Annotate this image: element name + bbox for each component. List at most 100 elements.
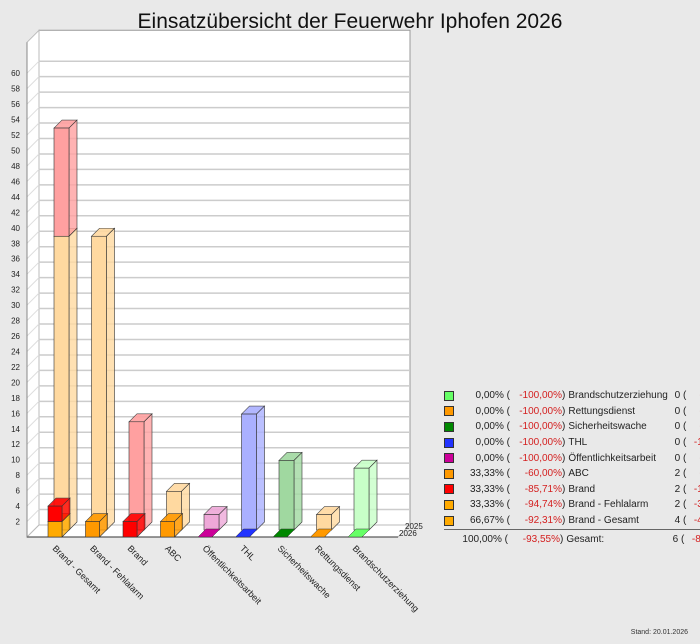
legend-count-diff: -2 [686, 406, 700, 417]
bar-2025 [316, 514, 332, 531]
y-tick-label: 26 [11, 332, 20, 341]
legend-count-diff: -3 [686, 468, 700, 479]
bar-2025 [91, 235, 107, 531]
legend-percent: 0,00% ( [475, 421, 510, 433]
legend-swatch-icon [444, 499, 454, 510]
paren: ) [562, 452, 566, 464]
y-tick-label: 28 [11, 317, 20, 326]
bar-2025-side [293, 451, 303, 531]
bar-2025-side [143, 413, 153, 531]
x-tick-label: ABC [163, 543, 184, 564]
y-tick-label: 10 [11, 456, 20, 465]
y-tick-label: 44 [11, 193, 20, 202]
legend-count-diff: -48 [693, 515, 700, 527]
bar-2025-brand-part-side [68, 119, 78, 237]
legend-percent-diff: -85,71% [524, 483, 562, 495]
y-tick-label: 48 [11, 162, 20, 171]
legend-count-diff: -12 [693, 483, 700, 495]
legend-swatch-icon [444, 468, 454, 479]
legend-label: Öffentlichkeitsarbeit [568, 452, 656, 464]
bar-2025 [203, 514, 220, 531]
legend-percent-diff: -93,55% [522, 533, 560, 545]
legend-swatch-icon [444, 515, 454, 526]
paren: ) [562, 437, 566, 449]
legend-count: 2 ( [674, 468, 687, 480]
y-tick-label: 32 [11, 286, 20, 295]
legend-count: 2 ( [674, 499, 687, 511]
bar-2025-side [368, 459, 378, 531]
bar-2025 [241, 413, 257, 531]
legend-percent: 0,00% ( [475, 405, 510, 417]
y-tick-label: 58 [11, 85, 20, 94]
legend-label: ABC [568, 468, 589, 480]
gridline-side [26, 385, 40, 399]
gridline-side [26, 447, 40, 461]
y-tick-label: 16 [11, 409, 20, 418]
legend-percent-diff: -100,00% [519, 390, 562, 402]
gridline-side [26, 169, 40, 182]
gridline-side [26, 138, 40, 151]
legend-percent-diff: -94,74% [524, 499, 562, 511]
gridline-side [26, 199, 40, 213]
legend-count: 0 ( [674, 452, 687, 464]
y-tick-label: 56 [11, 100, 20, 109]
x-tick-label: Brandschutzerziehung [351, 543, 421, 613]
y-tick-label: 18 [11, 394, 20, 403]
gridline-side [26, 230, 40, 244]
paren: ) [562, 421, 566, 433]
bar-2026-base [347, 528, 371, 538]
legend-percent: 33,33% ( [469, 499, 510, 511]
legend-percent: 0,00% ( [475, 390, 510, 402]
bar-2026-fehlalarm-part [47, 521, 63, 538]
legend-label: Brand - Fehlalarm [568, 499, 649, 511]
gridline-side [26, 215, 40, 229]
bar-2025 [278, 460, 295, 531]
legend-percent: 0,00% ( [475, 437, 510, 449]
gridline-side [26, 308, 40, 321]
gridline-side [26, 184, 40, 198]
gridline-side [26, 354, 40, 368]
legend-swatch-icon [444, 406, 454, 417]
gridline-side [26, 323, 40, 337]
bar-2025-side [256, 405, 265, 531]
legend-swatch-icon [444, 453, 454, 464]
gridline-side [26, 277, 40, 290]
paren: ) [562, 390, 566, 402]
legend-count: 6 ( [672, 533, 685, 545]
paren: ) [560, 533, 564, 545]
paren: ) [562, 515, 566, 527]
bar-2026-brand-part [47, 505, 63, 522]
gridline-side [26, 493, 40, 507]
gridline-side [26, 91, 40, 105]
bar-2025-side [106, 227, 115, 531]
gridline-side [26, 400, 40, 414]
y-tick-label: 46 [11, 177, 20, 186]
legend-percent-diff: -100,00% [519, 452, 562, 464]
legend-count: 0 ( [674, 405, 687, 417]
depth-label-2026: 2026 [399, 529, 417, 538]
paren: ) [562, 468, 566, 480]
legend-label: THL [568, 437, 588, 449]
gridline-side [26, 76, 40, 90]
chart-title: Einsatzübersicht der Feuerwehr Iphofen 2… [137, 10, 563, 33]
gridline-side [26, 416, 40, 430]
legend-percent-diff: -60,00% [524, 468, 562, 480]
legend-count-diff: -87 [691, 533, 700, 545]
depth-label-2025: 2025 [405, 522, 423, 531]
y-tick-label: 36 [11, 255, 20, 264]
bar-2025-fehlalarm-part [53, 235, 70, 531]
y-tick-label: 50 [11, 147, 20, 156]
legend-percent: 33,33% ( [469, 483, 510, 495]
legend-label: Brandschutzerziehung [568, 390, 668, 402]
bar-2025-brand-part [53, 127, 70, 237]
y-tick-label: 2 [16, 518, 21, 527]
y-tick-label: 4 [16, 502, 21, 511]
paren: ) [562, 405, 566, 417]
bar-2025 [353, 467, 370, 531]
gridline-side [26, 122, 40, 136]
gridline-side [26, 246, 40, 260]
bar-2026-base [197, 528, 221, 538]
